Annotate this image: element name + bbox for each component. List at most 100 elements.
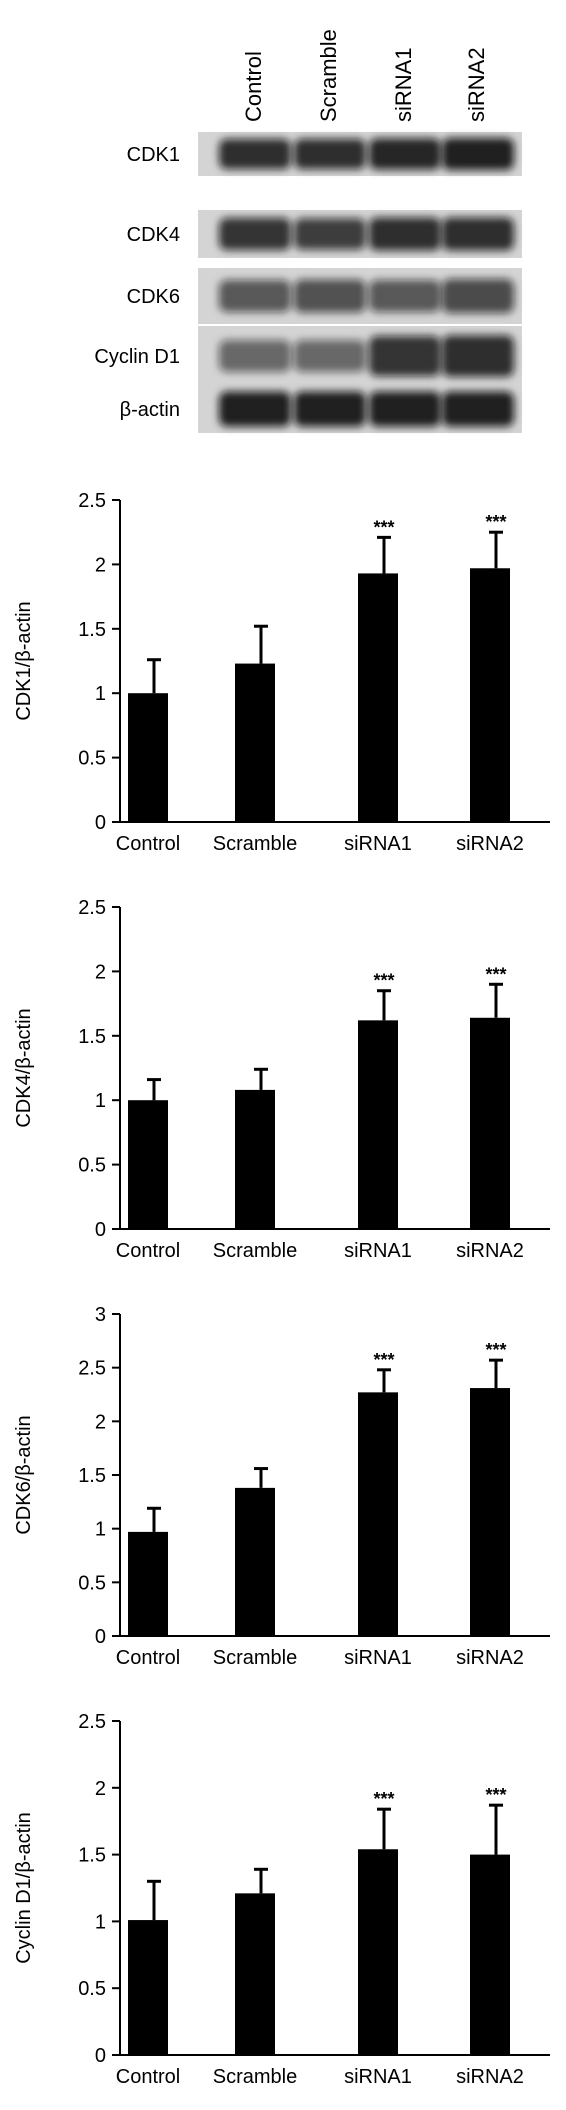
- y-tick-label: 2.5: [78, 490, 106, 512]
- blot-band-cdk6-scramble: [294, 279, 366, 313]
- chart-1-y-axis-label: CDK4/β-actin: [13, 1008, 35, 1127]
- bar-sirna2: [470, 1854, 510, 2055]
- blot-band-cdk6-control: [219, 280, 291, 312]
- y-tick-label: 0.5: [78, 748, 106, 770]
- x-tick-label-sirna1: siRNA1: [344, 1240, 412, 1262]
- significance-sirna1: ***: [373, 517, 394, 537]
- y-tick-label: 2: [95, 1411, 106, 1433]
- blot-band-cdk1-scramble: [294, 138, 366, 170]
- blot-label-cdk6: CDK6: [127, 286, 180, 308]
- lane-label-sirna1: siRNA1: [391, 47, 416, 122]
- blot-band-cdk6-sirna1: [369, 280, 441, 312]
- y-tick-label: 0: [95, 1626, 106, 1648]
- y-tick-label: 2: [95, 1778, 106, 1800]
- blot-band-cdk6-sirna2: [442, 278, 514, 314]
- x-tick-label-sirna1: siRNA1: [344, 1647, 412, 1669]
- blot-band-cdk1-control: [219, 138, 291, 170]
- chart-2-y-axis-label: CDK6/β-actin: [13, 1415, 35, 1534]
- x-tick-label-control: Control: [116, 2066, 180, 2088]
- significance-sirna2: ***: [485, 1340, 506, 1360]
- cdk6-bar-chart: 0 0.5 1 1.5 2 2.5 3 CDK6/β-actin Control Scramble…: [13, 1304, 550, 1669]
- x-tick-label-scramble: Scramble: [213, 833, 297, 855]
- y-tick-label: 1: [95, 1090, 106, 1112]
- bar-scramble: [235, 1487, 275, 1636]
- blot-band-cdk1-sirna1: [369, 138, 441, 170]
- y-tick-label: 0: [95, 2045, 106, 2067]
- bar-sirna2: [470, 1017, 510, 1229]
- blot-band-cyclin-d1-sirna2: [442, 335, 514, 377]
- chart-3-y-axis-label: Cyclin D1/β-actin: [13, 1812, 35, 1964]
- blot-band-cyclin-d1-sirna1: [369, 335, 441, 377]
- bar-control: [128, 1100, 168, 1229]
- bar-sirna1: [358, 1849, 398, 2055]
- x-tick-label-sirna2: siRNA2: [456, 1240, 524, 1262]
- y-tick-label: 0: [95, 1219, 106, 1241]
- y-tick-label: 1.5: [78, 1465, 106, 1487]
- x-tick-label-scramble: Scramble: [213, 1647, 297, 1669]
- lane-label-control: Control: [241, 51, 266, 122]
- x-tick-label-sirna1: siRNA1: [344, 833, 412, 855]
- lane-label-sirna2: siRNA2: [464, 47, 489, 122]
- x-tick-label-scramble: Scramble: [213, 2066, 297, 2088]
- blot-band-cdk4-control: [219, 217, 291, 251]
- blot-label-actin: β-actin: [120, 399, 180, 421]
- y-tick-label: 1.5: [78, 1026, 106, 1048]
- bar-scramble: [235, 1089, 275, 1229]
- cdk1-bar-chart: 0 0.5 1 1.5 2 2.5 CDK1/β-actin Control Scramble *…: [13, 490, 550, 855]
- significance-sirna2: ***: [485, 512, 506, 532]
- significance-sirna1: ***: [373, 1350, 394, 1370]
- x-tick-label-scramble: Scramble: [213, 1240, 297, 1262]
- bar-sirna1: [358, 573, 398, 822]
- x-tick-label-control: Control: [116, 833, 180, 855]
- x-tick-label-sirna2: siRNA2: [456, 833, 524, 855]
- bar-sirna1: [358, 1020, 398, 1229]
- y-tick-label: 2: [95, 554, 106, 576]
- cyclin-d1-bar-chart: 0 0.5 1 1.5 2 2.5 Cyclin D1/β-actin Control Scra…: [13, 1711, 550, 2088]
- y-tick-label: 2: [95, 961, 106, 983]
- blot-label-cyclin-d1: Cyclin D1: [94, 346, 180, 368]
- blot-band-actin-sirna2: [442, 391, 514, 427]
- blot-band-cyclin-d1-scramble: [294, 340, 366, 372]
- y-tick-label: 1.5: [78, 1845, 106, 1867]
- y-tick-label: 0.5: [78, 1572, 106, 1594]
- bar-control: [128, 1531, 168, 1636]
- bar-sirna2: [470, 568, 510, 822]
- x-tick-label-control: Control: [116, 1647, 180, 1669]
- bar-scramble: [235, 663, 275, 822]
- significance-sirna1: ***: [373, 1789, 394, 1809]
- blot-band-cyclin-d1-control: [219, 340, 291, 372]
- cdk4-bar-chart: 0 0.5 1 1.5 2 2.5 CDK4/β-actin Control Scramble *…: [13, 897, 550, 1262]
- x-tick-label-control: Control: [116, 1240, 180, 1262]
- y-tick-label: 1: [95, 1519, 106, 1541]
- y-tick-label: 1: [95, 683, 106, 705]
- significance-sirna1: ***: [373, 971, 394, 991]
- chart-0-y-axis-label: CDK1/β-actin: [13, 601, 35, 720]
- bar-control: [128, 1920, 168, 2055]
- y-tick-label: 0: [95, 812, 106, 834]
- x-tick-label-sirna2: siRNA2: [456, 1647, 524, 1669]
- bar-sirna2: [470, 1388, 510, 1636]
- y-tick-label: 3: [95, 1304, 106, 1326]
- y-tick-label: 1: [95, 1911, 106, 1933]
- bar-scramble: [235, 1893, 275, 2055]
- y-tick-label: 2.5: [78, 1358, 106, 1380]
- blot-band-actin-sirna1: [369, 391, 441, 427]
- significance-sirna2: ***: [485, 1785, 506, 1805]
- blot-band-actin-control: [219, 391, 291, 427]
- bar-control: [128, 693, 168, 822]
- x-tick-label-sirna1: siRNA1: [344, 2066, 412, 2088]
- blot-band-cdk4-scramble: [294, 218, 366, 250]
- y-tick-label: 1.5: [78, 619, 106, 641]
- x-tick-label-sirna2: siRNA2: [456, 2066, 524, 2088]
- significance-sirna2: ***: [485, 964, 506, 984]
- lane-label-scramble: Scramble: [316, 29, 341, 122]
- blot-band-cdk4-sirna2: [442, 217, 514, 251]
- blot-label-cdk1: CDK1: [127, 144, 180, 166]
- blot-band-cdk4-sirna1: [369, 217, 441, 251]
- bar-sirna1: [358, 1392, 398, 1636]
- y-tick-label: 0.5: [78, 1155, 106, 1177]
- western-blot-panel: Control Scramble siRNA1 siRNA2 CDK1 CDK4 CDK6 C…: [94, 29, 522, 433]
- blot-band-actin-scramble: [294, 391, 366, 427]
- blot-band-cdk1-sirna2: [442, 137, 514, 171]
- blot-label-cdk4: CDK4: [127, 224, 180, 246]
